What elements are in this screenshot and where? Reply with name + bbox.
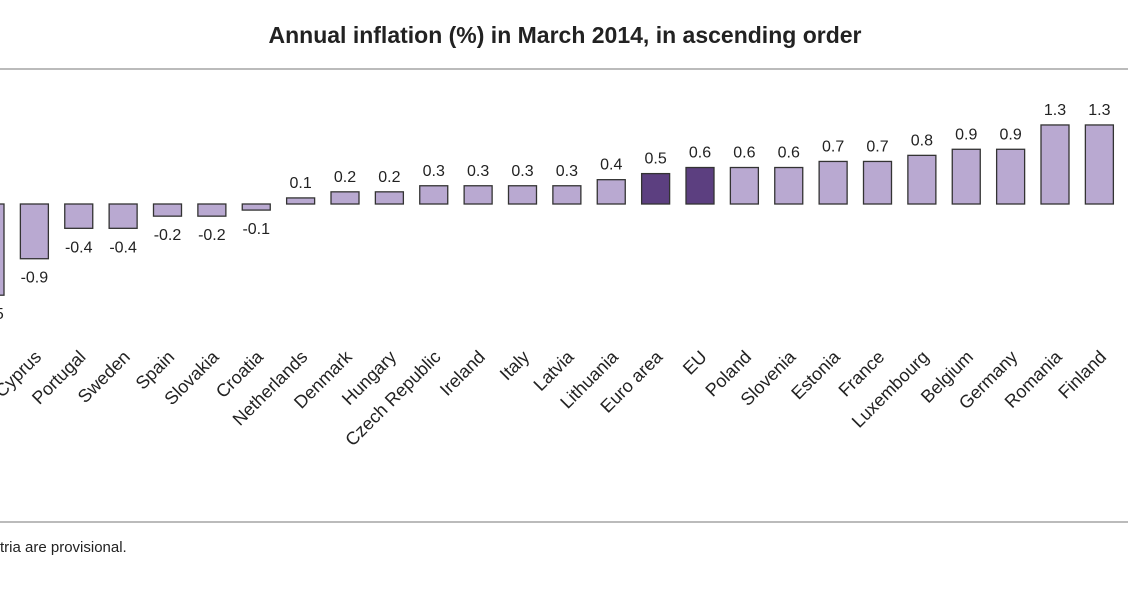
bar	[995, 148, 1026, 205]
bar	[1040, 124, 1070, 205]
bar	[640, 172, 671, 205]
bar	[818, 160, 848, 205]
bar	[0, 203, 5, 296]
value-label: -0.4	[109, 239, 137, 256]
bar	[552, 185, 582, 205]
value-label: -0.1	[242, 221, 270, 238]
bar	[419, 185, 449, 205]
value-label: 1.3	[1044, 102, 1066, 119]
bar	[241, 203, 271, 211]
bar	[951, 148, 981, 205]
x-tick-label: Estonia	[787, 346, 844, 403]
value-label: 0.3	[467, 163, 489, 180]
x-tick-label: Italy	[496, 347, 533, 384]
x-tick-label: EU	[679, 347, 711, 379]
value-label: 0.3	[511, 163, 533, 180]
bar	[19, 203, 50, 260]
value-label: 0.4	[600, 157, 622, 174]
x-tick-label: Finland	[1054, 347, 1110, 403]
bar	[907, 154, 937, 205]
value-label: 1.3	[1088, 102, 1110, 119]
bar	[729, 166, 760, 205]
bar	[108, 203, 138, 229]
bar	[862, 160, 893, 205]
value-label: 0.7	[866, 138, 888, 155]
bar	[774, 166, 804, 205]
footnote: tria are provisional.	[0, 539, 127, 556]
value-label: 0.3	[423, 163, 445, 180]
value-label: 0.6	[733, 145, 755, 162]
value-label: 0.9	[955, 126, 977, 143]
value-label: -0.9	[21, 270, 49, 287]
value-label: -1.5	[0, 306, 4, 323]
bar	[197, 203, 227, 217]
x-tick-label: Ireland	[436, 347, 489, 400]
value-label: 0.2	[334, 169, 356, 186]
value-label: 0.9	[1000, 126, 1022, 143]
bar	[463, 185, 493, 205]
bar	[685, 166, 715, 205]
bar	[374, 191, 405, 205]
bar	[285, 197, 316, 205]
value-label: -0.2	[198, 227, 226, 244]
value-label: 0.8	[911, 132, 933, 149]
value-label: 0.1	[290, 175, 312, 192]
value-label: 0.7	[822, 138, 844, 155]
bar	[596, 179, 626, 205]
bar	[330, 191, 360, 205]
value-label: -0.2	[154, 227, 182, 244]
value-label: 0.2	[378, 169, 400, 186]
value-label: 0.3	[556, 163, 578, 180]
chart-title: Annual inflation (%) in March 2014, in a…	[269, 22, 862, 48]
value-label: 0.5	[645, 151, 667, 168]
value-label: 0.6	[689, 145, 711, 162]
bar	[64, 203, 94, 229]
bar	[1084, 124, 1115, 205]
value-label: -0.4	[65, 239, 93, 256]
bar	[507, 185, 538, 205]
bar	[152, 203, 183, 217]
value-label: 0.6	[778, 145, 800, 162]
